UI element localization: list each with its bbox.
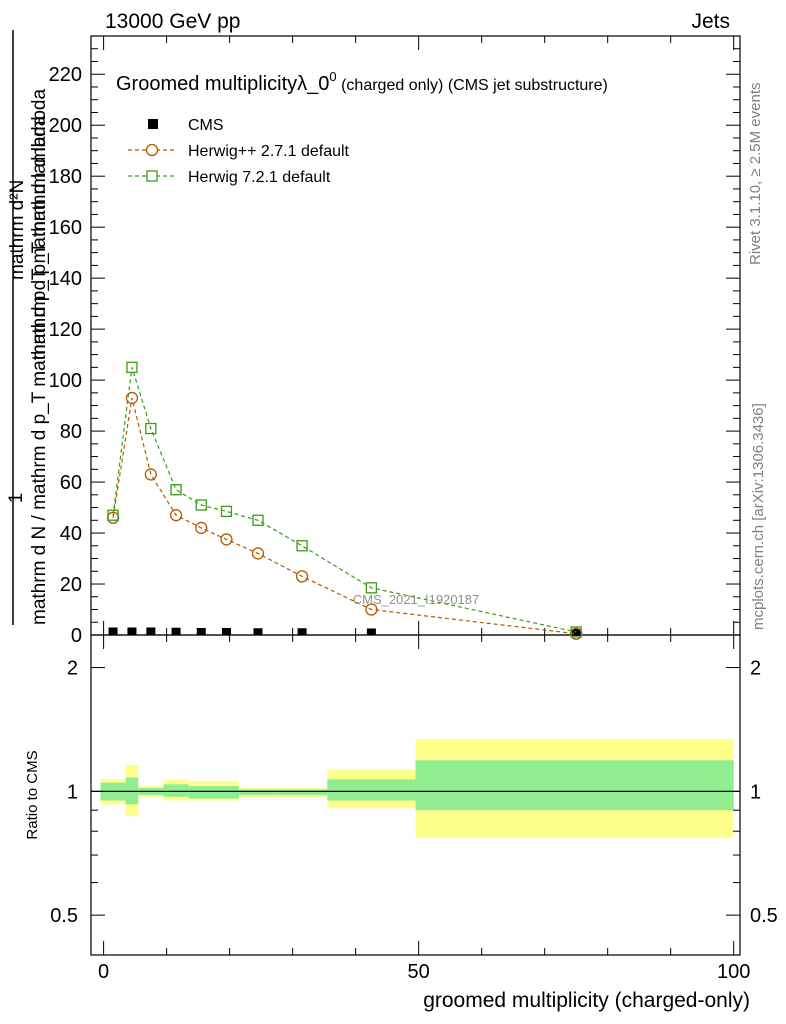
main-ytick-label-220: 220 [49, 64, 82, 86]
series-layer [106, 361, 583, 640]
main-ytick-label-40: 40 [60, 523, 82, 545]
ratio-ytick-label-right-2: 2 [750, 658, 761, 680]
series-2-point-6 [252, 514, 264, 526]
series-1-point-1 [125, 391, 139, 405]
main-y-tick-labels: 0 20 40 60 80 100 120 140 160 180 200 220 [49, 64, 82, 647]
series-2-point-4 [195, 499, 207, 511]
ratio-stat-band-8 [327, 779, 416, 801]
series-1-point-7 [295, 570, 309, 583]
y-label-denominator: mathrm d N / mathrm d p_T mathrm d p_T m… [29, 115, 50, 625]
series-2-point-1 [126, 361, 138, 374]
series-1-point-4 [195, 521, 208, 535]
ratio-ytick-label-right-1: 1 [750, 781, 761, 803]
series-2-point-0 [107, 509, 119, 521]
main-ytick-label-160: 160 [49, 217, 82, 239]
ratio-stat-band-5 [213, 786, 240, 799]
series-0-point-3 [171, 627, 181, 635]
x-tick-labels: 0 50 100 [98, 961, 750, 983]
main-ytick-label-100: 100 [49, 370, 82, 392]
ratio-y-tick-labels: 0.5 0.5 1 1 2 2 [50, 658, 778, 928]
ratio-stat-band-4 [188, 786, 214, 799]
ratio-plot-frame [90, 634, 741, 956]
plot-title-main: Groomed multiplicityλ_0 [116, 73, 329, 95]
ratio-ytick-label-left-0.5: 0.5 [50, 905, 78, 927]
series-0-point-9 [571, 628, 581, 636]
legend-marker-cms [148, 119, 158, 129]
header-process-label: Jets [691, 10, 730, 33]
series-2-point-5 [220, 505, 233, 518]
xtick-label-0: 0 [98, 961, 109, 983]
mcplots-credit-text: mcplots.cern.ch [arXiv:1306.3436] [750, 403, 767, 630]
series-0-point-2 [146, 627, 156, 635]
series-2-point-3 [170, 484, 182, 496]
plot-title-sup: 0 [329, 69, 336, 84]
main-ytick-label-20: 20 [60, 574, 82, 596]
series-0-point-0 [108, 627, 118, 635]
series-0-point-7 [297, 628, 307, 636]
series-2-point-9 [570, 626, 582, 638]
series-1-point-8 [365, 603, 378, 616]
ratio-ytick-label-left-1: 1 [67, 781, 78, 803]
xtick-label-100: 100 [717, 961, 750, 983]
ratio-ytick-label-right-0.5: 0.5 [750, 905, 778, 927]
plot-title: Groomed multiplicityλ_00 (charged only) … [116, 69, 608, 95]
series-0-point-8 [366, 628, 376, 636]
series-2-point-8 [365, 582, 378, 594]
x-axis-label: groomed multiplicity (charged-only) [423, 989, 750, 1012]
legend-marker-herwig7 [146, 170, 158, 182]
main-ytick-label-200: 200 [49, 115, 82, 137]
main-ytick-label-60: 60 [60, 472, 82, 494]
legend-marker-herwigpp [145, 143, 159, 157]
main-ytick-label-140: 140 [49, 268, 82, 290]
main-ytick-label-80: 80 [60, 421, 82, 443]
main-y-axis-label: mathrm d²N mathrm d p_T mathrm d lambda … [6, 30, 50, 625]
ratio-stat-band-9 [415, 760, 734, 811]
y-label-numerator-line2: mathrm d p_T mathrm d lambda [29, 89, 50, 360]
ratio-y-axis-label: Ratio to CMS [24, 750, 41, 839]
series-1-point-5 [220, 533, 233, 546]
y-label-prefix: 1 [6, 493, 27, 504]
legend-label-cms: CMS [188, 117, 224, 134]
analysis-watermark: CMS_2021_I1920187 [353, 592, 480, 607]
series-2-point-7 [296, 540, 308, 552]
ratio-stat-band-3 [163, 784, 189, 797]
series-0-point-4 [196, 627, 206, 635]
xtick-label-50: 50 [408, 961, 430, 983]
main-axis-ticks [91, 35, 740, 636]
main-ytick-label-120: 120 [49, 319, 82, 341]
series-line-1 [112, 397, 577, 635]
series-0-point-5 [221, 627, 231, 635]
ratio-stat-band-6 [239, 789, 277, 795]
series-1-point-3 [169, 509, 183, 522]
series-line-2 [112, 367, 577, 633]
header-energy-label: 13000 GeV pp [105, 10, 240, 33]
ratio-bands [100, 739, 734, 839]
main-ytick-label-0: 0 [71, 625, 82, 647]
series-0-point-6 [253, 628, 263, 636]
legend-label-herwigpp: Herwig++ 2.7.1 default [188, 143, 350, 160]
series-1-point-2 [144, 468, 158, 481]
legend-label-herwig7: Herwig 7.2.1 default [188, 169, 331, 186]
rivet-version-text: Rivet 3.1.10, ≥ 2.5M events [747, 83, 764, 266]
series-2-point-2 [145, 422, 157, 435]
series-1-point-6 [251, 547, 265, 560]
legend: CMS Herwig++ 2.7.1 default Herwig 7.2.1 … [128, 117, 350, 186]
y-label-numerator-line1: mathrm d²N [7, 180, 28, 280]
plot-title-tail: (charged only) (CMS jet substructure) [337, 77, 608, 94]
series-0-point-1 [127, 627, 137, 635]
ratio-ytick-label-left-2: 2 [67, 658, 78, 680]
main-ytick-label-180: 180 [49, 166, 82, 188]
ratio-stat-band-7 [276, 789, 328, 795]
